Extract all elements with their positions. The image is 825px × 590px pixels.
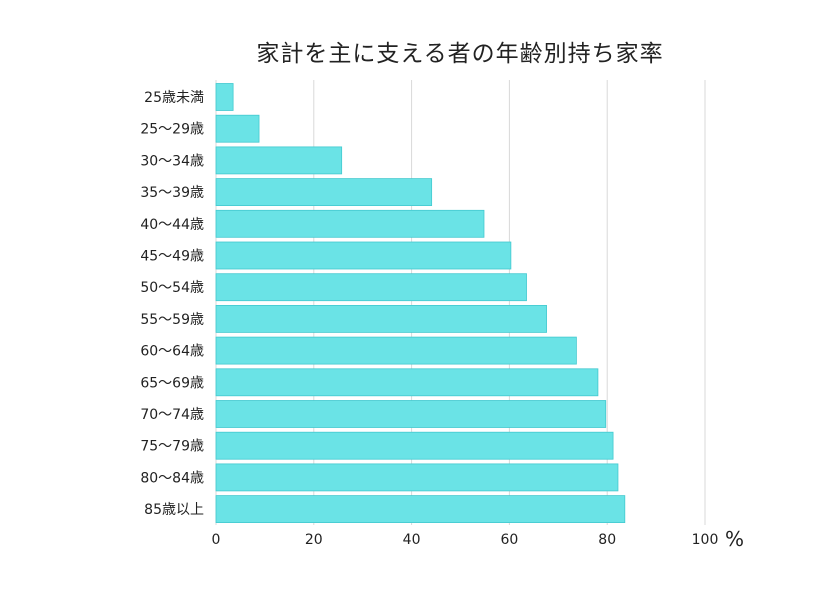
chart-title: 家計を主に支える者の年齢別持ち家率 (256, 41, 664, 67)
bar (215, 495, 626, 524)
category-label: 40〜44歳 (140, 217, 204, 233)
category-label: 50〜54歳 (140, 280, 204, 296)
category-label: 25〜29歳 (140, 122, 204, 138)
category-label: 75〜79歳 (140, 439, 204, 455)
category-labels: 25歳未満 25〜29歳 30〜34歳 35〜39歳 40〜44歳 45〜49歳 50〜54… (140, 90, 204, 518)
x-tick-label: 80 (598, 532, 616, 548)
category-label: 65〜69歳 (140, 375, 204, 391)
category-label: 55〜59歳 (140, 312, 204, 328)
bar (215, 83, 234, 111)
bar (215, 273, 527, 302)
bar (215, 114, 260, 143)
x-tick-label: 0 (212, 532, 221, 548)
category-label: 80〜84歳 (140, 470, 204, 486)
category-label: 45〜49歳 (140, 249, 204, 265)
category-label: 35〜39歳 (140, 185, 204, 201)
bar (215, 178, 433, 207)
bar (215, 368, 599, 397)
x-tick-label: 60 (500, 532, 518, 548)
bars (215, 83, 626, 524)
bar (215, 431, 614, 460)
bar (215, 463, 619, 492)
category-label: 25歳未満 (144, 90, 204, 106)
x-tick-label: 20 (305, 532, 323, 548)
category-label: 70〜74歳 (140, 407, 204, 423)
category-label: 60〜64歳 (140, 344, 204, 360)
unit-label: % (725, 527, 744, 551)
category-label: 85歳以上 (144, 502, 204, 518)
x-tick-labels: 0 20 40 60 80 100 (212, 532, 719, 548)
bar (215, 146, 343, 175)
x-tick-label: 100 (692, 532, 719, 548)
x-tick-label: 40 (403, 532, 421, 548)
category-label: 30〜34歳 (140, 153, 204, 169)
bar (215, 304, 547, 333)
bar (215, 400, 607, 428)
bar (215, 241, 512, 270)
bar (215, 209, 485, 238)
bar (215, 336, 577, 365)
